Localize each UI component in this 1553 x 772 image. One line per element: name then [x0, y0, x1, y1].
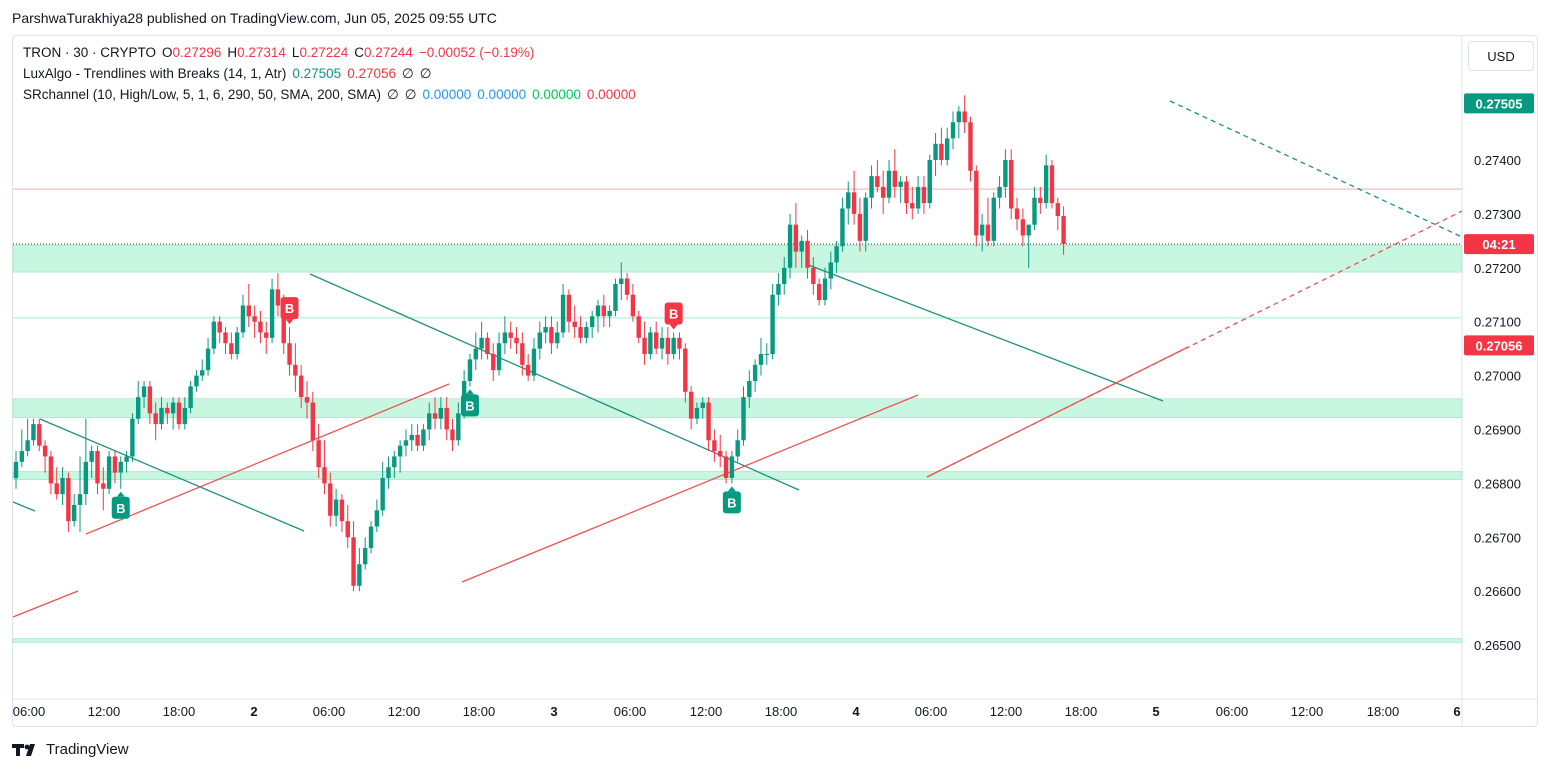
- close-label: C: [354, 45, 364, 60]
- high-value: 0.27314: [237, 45, 286, 60]
- currency-button[interactable]: USD: [1468, 41, 1534, 71]
- srchannel-indicator-name[interactable]: SRchannel (10, High/Low, 5, 1, 6, 290, 5…: [23, 87, 381, 102]
- luxalgo-indicator-name[interactable]: LuxAlgo - Trendlines with Breaks (14, 1,…: [23, 66, 287, 81]
- srchannel-value-3: 0.00000: [532, 87, 581, 102]
- srchannel-value-4: 0.00000: [586, 87, 636, 102]
- srchannel-na-1: ∅: [386, 87, 399, 102]
- tradingview-logo-icon: [12, 743, 35, 756]
- srchannel-value-2: 0.00000: [477, 87, 527, 102]
- low-label: L: [291, 45, 300, 60]
- open-label: O: [162, 45, 173, 60]
- luxalgo-value-upper: 0.27505: [292, 66, 342, 81]
- luxalgo-na-2: ∅: [419, 66, 432, 81]
- srchannel-na-2: ∅: [404, 87, 417, 102]
- symbol-label[interactable]: TRON · 30 · CRYPTO: [23, 45, 157, 60]
- low-value: 0.27224: [299, 45, 349, 60]
- srchannel-value-1: 0.00000: [422, 87, 472, 102]
- legend-srchannel-row: SRchannel (10, High/Low, 5, 1, 6, 290, 5…: [23, 87, 642, 103]
- chart-frame: [12, 35, 1538, 727]
- luxalgo-value-lower: 0.27056: [347, 66, 396, 81]
- change-value: −0.00052 (−0.19%): [418, 45, 535, 60]
- high-label: H: [227, 45, 238, 60]
- tradingview-brand: TradingView: [46, 741, 129, 758]
- legend-luxalgo-row: LuxAlgo - Trendlines with Breaks (14, 1,…: [23, 66, 438, 82]
- tradingview-logo[interactable]: TradingView: [12, 741, 129, 758]
- publisher-line: ParshwaTurakhiya28 published on TradingV…: [12, 10, 497, 26]
- open-value: 0.27296: [172, 45, 222, 60]
- luxalgo-na-1: ∅: [402, 66, 414, 81]
- close-value: 0.27244: [364, 45, 413, 60]
- legend-ohlc-row: TRON · 30 · CRYPTO O0.27296 H0.27314 L0.272…: [23, 45, 540, 60]
